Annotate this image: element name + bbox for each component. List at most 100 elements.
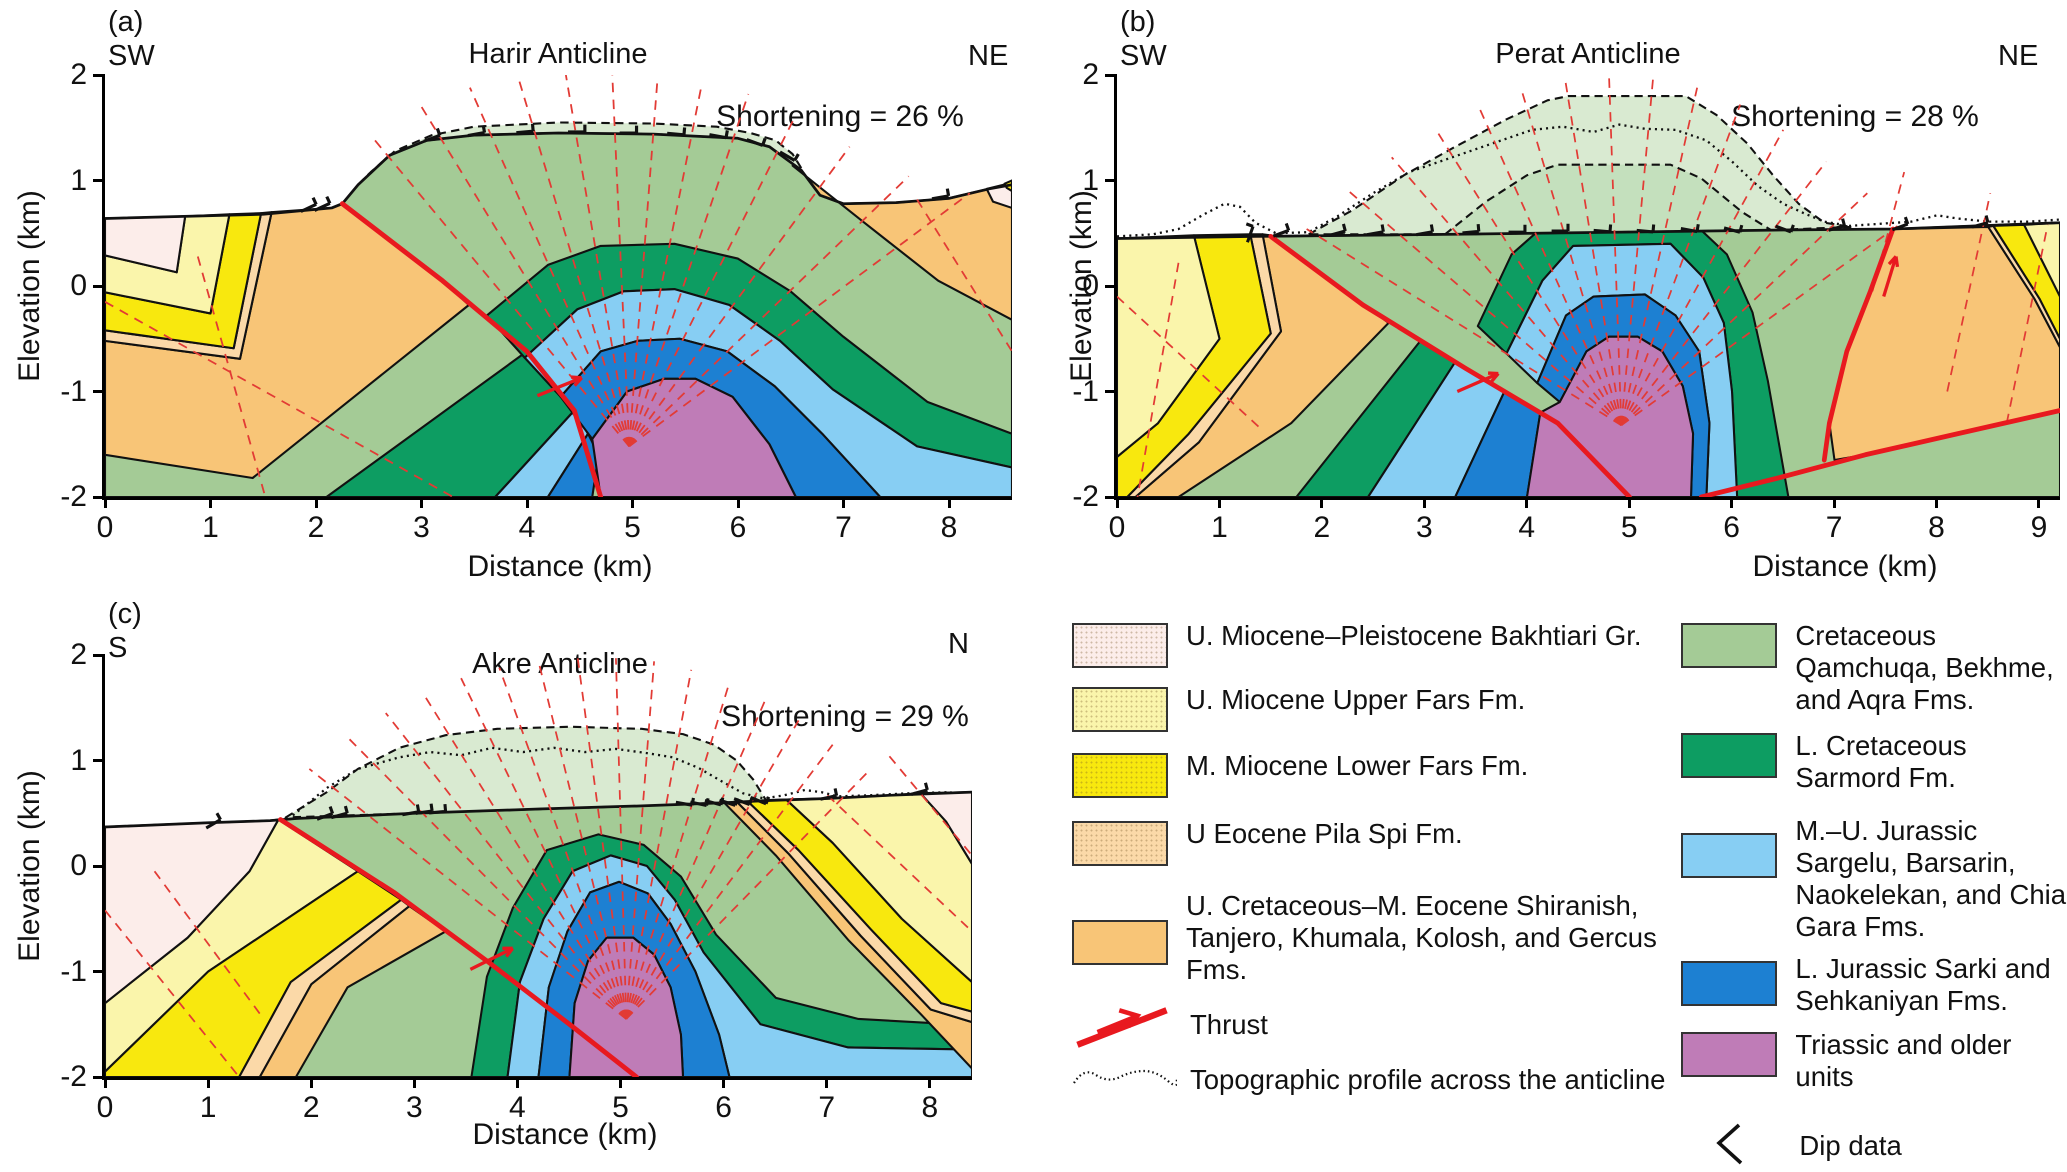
tick-label: 1 [1082, 163, 1099, 197]
tick-label: 6 [715, 1091, 732, 1124]
dip-projection-lines-c [105, 658, 972, 1077]
tick-label [1105, 495, 1117, 499]
legend-item-sarmord: L. Cretaceous Sarmord Fm. [1681, 730, 2067, 794]
legend-item-sargelu: M.–U. Jurassic Sargelu, Barsarin, Naokel… [1681, 815, 2067, 943]
tick-label: 5 [612, 1091, 629, 1124]
tick-label: 5 [1620, 511, 1638, 544]
tick-label [103, 497, 107, 508]
legend-column-left: U. Miocene–Pleistocene Bakhtiari Gr. U. … [1072, 620, 1665, 1172]
tick-label: 2 [70, 638, 87, 671]
panel-c-x-axis-label: Distance (km) [472, 1118, 658, 1151]
legend-item-sarki: L. Jurassic Sarki and Sehkaniyan Fms. [1681, 953, 2067, 1017]
thrust-fault-b-low-angle [1698, 408, 2060, 497]
tick-label: 7 [835, 511, 852, 544]
tick-label [619, 1077, 622, 1088]
tick-label: 7 [818, 1091, 836, 1124]
topographic-surface-c [105, 790, 972, 829]
tick-label: 7 [1825, 511, 1843, 544]
tick-label [928, 1077, 932, 1088]
tick-label [631, 497, 634, 508]
panel-b-letter: (b) [1120, 6, 1156, 38]
tick-label: -1 [1072, 374, 1099, 408]
legend-item-lower-fars: M. Miocene Lower Fars Fm. [1072, 750, 1665, 798]
triassic-label: Triassic and older units [1795, 1028, 2012, 1092]
upper-fars-label: U. Miocene Upper Fars Fm. [1186, 684, 1526, 715]
cross-section-plot-b [1114, 75, 2060, 500]
legend-item-thrust: Thrust [1072, 994, 1665, 1057]
panel-a-shortening: Shortening = 26 % [716, 100, 964, 133]
tick-label: 0 [1108, 511, 1126, 544]
tick-label [1422, 497, 1426, 508]
tick-label: 4 [1518, 511, 1536, 544]
dip-data-icon [1681, 1121, 1781, 1172]
tick-label [947, 497, 951, 508]
tick-label [93, 284, 105, 288]
tick-label [1105, 390, 1117, 393]
shiranish-label: U. Cretaceous–M. Eocene Shiranish, Tanje… [1186, 890, 1657, 985]
cross-section-c [105, 658, 972, 1077]
panel-a-direction-right: NE [968, 40, 1009, 72]
lower-fars-label: M. Miocene Lower Fars Fm. [1186, 750, 1529, 781]
tick-label [1525, 497, 1529, 508]
lower-fars-swatch [1072, 753, 1168, 798]
tick-label: -1 [60, 374, 87, 408]
qamchuqa-swatch [1681, 623, 1778, 668]
panel-c-title: Akre Anticline [472, 648, 648, 680]
bakhtiari-label: U. Miocene–Pleistocene Bakhtiari Gr. [1186, 620, 1642, 651]
thrust-icon [1072, 994, 1172, 1057]
panel-b-x-axis-label: Distance (km) [1752, 550, 1938, 583]
dip-projection-lines-b [1117, 75, 2049, 497]
tick-label: -2 [60, 1060, 87, 1093]
sargelu-swatch [1681, 833, 1778, 879]
thrust-label: Thrust [1190, 1009, 1268, 1041]
tick-label: 2 [1313, 511, 1331, 544]
tick-label: 0 [70, 269, 87, 302]
topographic-profile-icon [1072, 1061, 1179, 1100]
tick-label [93, 759, 105, 762]
tick-label [93, 970, 105, 973]
geology-b [1117, 95, 2060, 497]
sarmord-label: L. Cretaceous Sarmord Fm. [1795, 729, 1967, 793]
tick-label: 1 [199, 1091, 217, 1124]
fault-arrows-b [1456, 255, 1900, 394]
tick-label: 3 [413, 511, 430, 544]
tick-label [93, 73, 105, 77]
panel-b-title: Perat Anticline [1495, 38, 1681, 70]
tick-label: 5 [624, 511, 641, 544]
tick-label [1832, 497, 1836, 508]
thrust-fault-b-main [1268, 233, 1632, 497]
tick-label [103, 1077, 107, 1088]
tick-label: 1 [70, 743, 87, 777]
tick-label: 0 [96, 511, 114, 544]
panel-b-direction-left: SW [1120, 40, 1167, 72]
tick-label: -1 [60, 954, 87, 988]
thrust-fault-b-northeast [1821, 226, 1896, 463]
dip-data-ticks-a [300, 123, 951, 213]
tick-label [1730, 497, 1734, 508]
tick-label [420, 497, 423, 508]
tick-label [825, 1077, 829, 1088]
tick-label: 0 [96, 1091, 114, 1124]
tick-label [206, 1077, 210, 1088]
tick-label [722, 1077, 726, 1088]
cross-section-a [105, 75, 1012, 497]
dip-data-ticks-c [205, 782, 929, 830]
fault-arrows-c [469, 946, 514, 971]
tick-label [1627, 497, 1631, 508]
tick-label [736, 497, 740, 508]
qamchuqa-label: Cretaceous Qamchuqa, Bekhme, and Aqra Fm… [1795, 620, 2054, 715]
tick-label: 2 [1082, 58, 1099, 91]
tick-label: 6 [729, 511, 747, 544]
tick-label: 1 [70, 163, 87, 197]
tick-label: 6 [1723, 511, 1740, 544]
tick-label [1320, 497, 1324, 508]
tick-label [93, 864, 105, 868]
upper-fars-swatch [1072, 687, 1168, 732]
bakhtiari-swatch [1072, 623, 1168, 668]
tick-label [842, 497, 845, 508]
thrust-fault-a [339, 201, 604, 497]
legend-item-upper-fars: U. Miocene Upper Fars Fm. [1072, 684, 1665, 732]
legend-item-bakhtiari: U. Miocene–Pleistocene Bakhtiari Gr. [1072, 620, 1665, 668]
tick-label [2037, 497, 2041, 508]
